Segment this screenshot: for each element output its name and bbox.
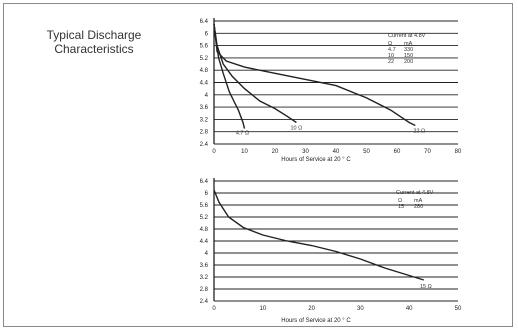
discharge-chart-top: 2.4 2.8 3.2 3.6 4 4.4 4.8 5.2 5.6 6 6.4 0 10 20 30 40 50… [200, 18, 462, 163]
y-tick-label: 3.2 [200, 117, 209, 123]
y-tick-label: 6 [205, 31, 209, 37]
x-tick-label: 20 [272, 149, 279, 155]
legend-header-ohm: Ω [398, 198, 402, 204]
legend-current: 280 [414, 204, 423, 210]
y-tick-label: 4.8 [200, 227, 209, 233]
legend-resistance: 15 [398, 204, 404, 210]
x-tick-label: 60 [394, 149, 401, 155]
legend-title: Current at 4.8V [388, 33, 426, 39]
legend-resistance: 4.7 [388, 47, 396, 53]
y-tick-label: 2.4 [200, 299, 209, 305]
y-tick-label: 2.8 [200, 287, 209, 293]
y-tick-label: 3.2 [200, 275, 209, 281]
y-tick-label: 4 [205, 251, 209, 257]
x-tick-label: 30 [302, 149, 309, 155]
curve-label: 15 Ω [420, 284, 432, 290]
y-tick-label: 5.6 [200, 44, 209, 50]
x-tick-label: 50 [455, 306, 462, 312]
discharge-curve [213, 189, 425, 281]
x-tick-label: 10 [241, 149, 248, 155]
x-tick-label: 70 [424, 149, 431, 155]
y-tick-label: 2.8 [200, 130, 209, 136]
legend-header-ohm: Ω [388, 41, 392, 47]
y-tick-label: 3.6 [200, 105, 209, 111]
discharge-curve [213, 24, 416, 127]
x-axis-label: Hours of Service at 20 ° C [281, 157, 351, 163]
curve-label: 10 Ω [290, 125, 302, 131]
discharge-curve [213, 24, 297, 124]
image-frame [3, 3, 513, 327]
y-tick-label: 6 [205, 191, 209, 197]
x-tick-label: 20 [308, 306, 315, 312]
legend-current: 150 [404, 53, 413, 59]
x-tick-label: 40 [333, 149, 340, 155]
x-tick-label: 0 [212, 306, 216, 312]
legend-current: 330 [404, 47, 413, 53]
x-axis-label: Hours of Service at 20 ° C [281, 318, 351, 324]
curve-label: 4.7 Ω [236, 131, 249, 137]
discharge-chart-bottom: 2.4 2.8 3.2 3.6 4 4.4 4.8 5.2 5.6 6 6.4 0 10 20 30 40 50… [200, 178, 462, 324]
discharge-curve [213, 24, 246, 129]
y-tick-label: 6.4 [200, 179, 209, 185]
legend-resistance: 22 [388, 59, 394, 65]
y-tick-label: 4.4 [200, 239, 209, 245]
x-tick-label: 10 [259, 306, 266, 312]
x-tick-label: 50 [363, 149, 370, 155]
y-tick-label: 3.6 [200, 263, 209, 269]
legend-header-ma: mA [404, 41, 413, 47]
y-tick-label: 5.2 [200, 56, 209, 62]
legend-header-ma: mA [414, 198, 423, 204]
x-tick-label: 80 [455, 149, 462, 155]
y-tick-label: 2.4 [200, 142, 209, 148]
legend-title: Current at 4.8V [396, 190, 434, 196]
curve-label: 22 Ω [413, 129, 425, 135]
page-title: Typical Discharge Characteristics [46, 28, 142, 56]
y-tick-label: 5.2 [200, 215, 209, 221]
y-tick-label: 4.4 [200, 81, 209, 87]
legend-resistance: 10 [388, 53, 394, 59]
x-tick-label: 30 [357, 306, 364, 312]
y-tick-label: 4.8 [200, 68, 209, 74]
x-tick-label: 40 [406, 306, 413, 312]
legend-current: 200 [404, 59, 413, 65]
y-tick-label: 6.4 [200, 19, 209, 25]
y-tick-label: 5.6 [200, 203, 209, 209]
x-tick-label: 0 [212, 149, 216, 155]
y-tick-label: 4 [205, 93, 209, 99]
